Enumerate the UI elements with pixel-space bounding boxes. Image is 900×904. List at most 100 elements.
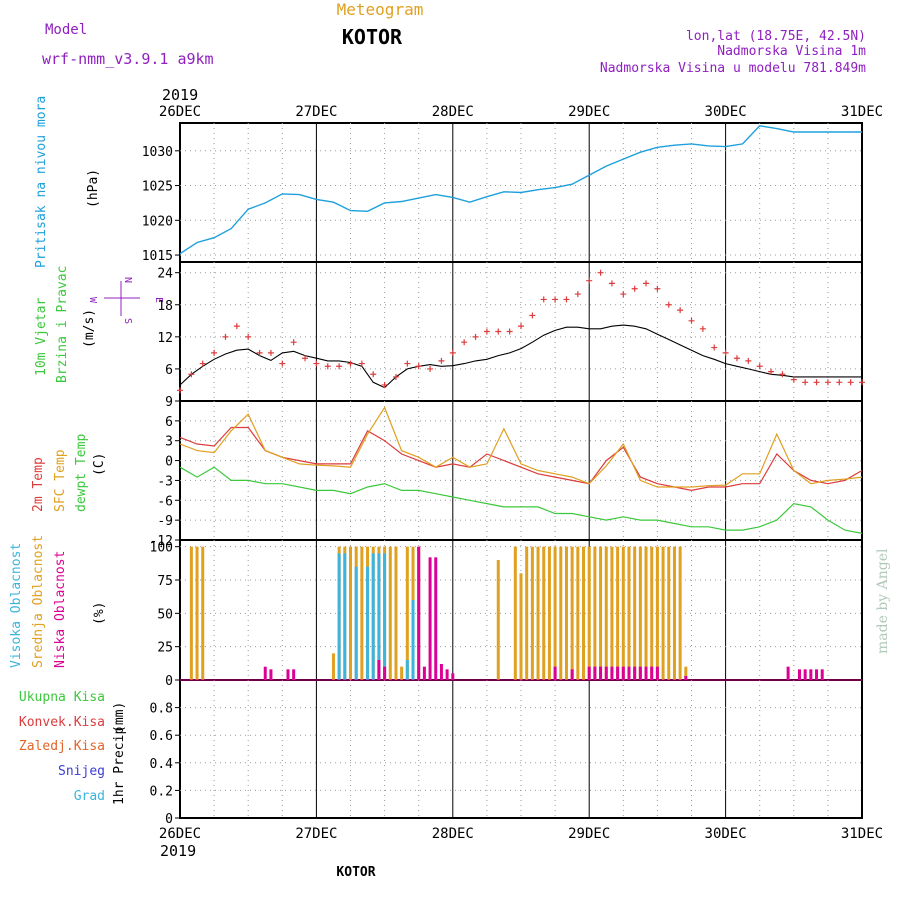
x-tick-label-bottom: 30DEC bbox=[705, 826, 747, 842]
gust-marker bbox=[699, 325, 706, 332]
cloud-mid-bar bbox=[519, 573, 523, 680]
cloud-mid-bar bbox=[633, 546, 637, 680]
gust-marker bbox=[415, 363, 422, 370]
cloud-mid-bar bbox=[638, 546, 642, 680]
x-tick-label-top: 29DEC bbox=[568, 104, 610, 120]
year-bottom: 2019 bbox=[160, 842, 196, 860]
cloud-mid-bar bbox=[661, 546, 665, 680]
cloud-mid-bar bbox=[195, 546, 199, 680]
cloud-low-bar bbox=[451, 673, 455, 680]
gust-marker bbox=[733, 355, 740, 362]
cloud-low-bar bbox=[445, 669, 449, 680]
model-altitude: Nadmorska Visina u modelu 781.849m bbox=[600, 61, 866, 76]
cloud-low-bar bbox=[377, 660, 381, 680]
cloud-low-bar bbox=[263, 666, 267, 680]
cloud-low-bar bbox=[633, 666, 637, 680]
cloud-high-bar bbox=[337, 553, 341, 680]
cloud-mid-bar bbox=[610, 546, 614, 680]
cloud-low-bar bbox=[599, 666, 603, 680]
cloud-mid-bar bbox=[667, 546, 671, 680]
cloud-low-bar bbox=[803, 669, 807, 680]
cloud-mid-bar bbox=[405, 546, 409, 680]
cloud-mid-bar bbox=[331, 653, 335, 680]
gust-marker bbox=[540, 296, 547, 303]
gust-marker bbox=[438, 357, 445, 364]
cloud-low-bar bbox=[797, 669, 801, 680]
cloud-mid-bar bbox=[388, 546, 392, 680]
cloud-mid-bar bbox=[513, 546, 517, 680]
cloud-low-bar bbox=[815, 669, 819, 680]
precip-legend-conv: Konvek.Kisa bbox=[19, 715, 105, 730]
gust-marker bbox=[745, 357, 752, 364]
gust-marker bbox=[199, 360, 206, 367]
cloud-mid-bar bbox=[547, 546, 551, 680]
altitude: Nadmorska Visina 1m bbox=[717, 44, 866, 59]
cloud-mid-bar bbox=[655, 546, 659, 680]
y-tick-label: 0.8 bbox=[150, 702, 173, 717]
gust-marker bbox=[358, 360, 365, 367]
y-tick-label: 0 bbox=[165, 812, 173, 827]
gust-marker bbox=[824, 379, 831, 386]
cloud-ylabel-1: Visoka Oblacnost bbox=[9, 543, 24, 668]
gust-marker bbox=[427, 365, 434, 372]
wind-ylabel-2: Brzina i Pravac bbox=[55, 266, 70, 383]
cloud-high-bar bbox=[366, 566, 370, 680]
gust-marker bbox=[688, 317, 695, 324]
y-tick-label: 1020 bbox=[142, 214, 173, 229]
gust-marker bbox=[529, 312, 536, 319]
gust-marker bbox=[188, 371, 195, 378]
precip-legend-strat: Zaledj.Kisa bbox=[19, 739, 105, 754]
y-tick-label: -12 bbox=[150, 534, 173, 549]
gust-marker bbox=[790, 376, 797, 383]
y-tick-label: 0.4 bbox=[150, 757, 174, 772]
y-tick-label: 100 bbox=[150, 541, 173, 556]
compass-n: N bbox=[122, 277, 133, 283]
cloud-mid-bar bbox=[189, 546, 193, 680]
y-tick-label: 0 bbox=[165, 674, 173, 689]
gust-marker bbox=[574, 291, 581, 298]
cloud-high-bar bbox=[354, 566, 358, 680]
cloud-mid-bar bbox=[360, 546, 364, 680]
gust-marker bbox=[461, 339, 468, 346]
gust-marker bbox=[347, 360, 354, 367]
gust-marker bbox=[483, 328, 490, 335]
cloud-high-bar bbox=[405, 660, 409, 680]
temp-ylabel-1: 2m Temp bbox=[31, 457, 46, 512]
cloud-high-bar bbox=[411, 600, 415, 680]
cloud-mid-bar bbox=[496, 560, 500, 680]
compass-w: W bbox=[87, 297, 98, 304]
gust-marker bbox=[768, 368, 775, 375]
gust-marker bbox=[836, 379, 843, 386]
gust-marker bbox=[586, 277, 593, 284]
cloud-low-bar bbox=[383, 666, 387, 680]
x-tick-label-top: 27DEC bbox=[295, 104, 337, 120]
x-tick-label-bottom: 26DEC bbox=[159, 826, 201, 842]
model-label: Model bbox=[45, 22, 87, 38]
cloud-mid-bar bbox=[678, 546, 682, 680]
gust-marker bbox=[711, 344, 718, 351]
gust-marker bbox=[256, 349, 263, 356]
y-tick-label: 3 bbox=[165, 435, 173, 450]
cloud-low-bar bbox=[809, 669, 813, 680]
x-tick-label-top: 28DEC bbox=[432, 104, 474, 120]
y-tick-label: 50 bbox=[157, 607, 173, 622]
y-tick-label: 9 bbox=[165, 395, 173, 410]
cloud-low-bar bbox=[655, 666, 659, 680]
cloud-low-bar bbox=[417, 546, 421, 680]
pressure-unit: (hPa) bbox=[86, 169, 101, 208]
cloud-low-bar bbox=[587, 666, 591, 680]
cloud-ylabel-2: Srednja Oblacnost bbox=[31, 535, 46, 668]
gust-marker bbox=[665, 301, 672, 308]
precip-legend-hail: Grad bbox=[74, 789, 105, 804]
y-tick-label: 1015 bbox=[142, 249, 173, 264]
cloud-low-bar bbox=[269, 669, 273, 680]
x-tick-label-top: 26DEC bbox=[159, 104, 201, 120]
gust-marker bbox=[290, 339, 297, 346]
pressure-line bbox=[179, 125, 862, 255]
gust-marker bbox=[279, 360, 286, 367]
cloud-low-bar bbox=[422, 666, 426, 680]
cloud-mid-bar bbox=[587, 546, 591, 680]
gust-marker bbox=[211, 349, 218, 356]
